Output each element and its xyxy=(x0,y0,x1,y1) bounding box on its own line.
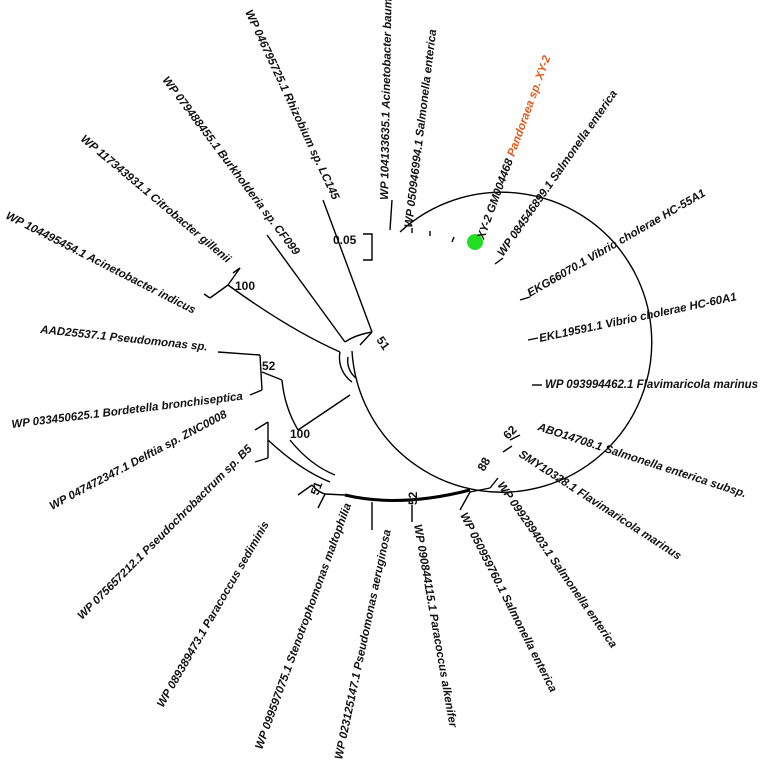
clade-bracket-52a xyxy=(259,354,263,391)
bootstrap-value: 52 xyxy=(262,359,276,373)
branch-51b-stem xyxy=(324,493,346,496)
leaf-label: WP 079488455.1 Burkholderia sp. CF099 xyxy=(160,75,302,258)
leaf-label: EKG66070.1 Vibrio cholerae HC-55A1 xyxy=(526,187,708,299)
bootstrap-value: 51 xyxy=(308,479,326,497)
tree-branches xyxy=(203,191,653,530)
inner-arc-left-3 xyxy=(289,439,336,476)
branch-del xyxy=(254,421,269,431)
thick-arc-segment xyxy=(344,488,471,502)
leaf-label: WP 104495454.1 Acinetobacter indicus xyxy=(4,210,198,317)
highlight-marker-dot xyxy=(467,234,483,250)
bootstrap-value: 62 xyxy=(500,423,520,443)
branch-cg xyxy=(227,267,241,286)
leaf-label: AAD25537.1 Pseudomonas sp. xyxy=(39,324,208,354)
inner-arc-top-2 xyxy=(346,356,357,379)
branch-bb xyxy=(249,389,263,396)
leaf-label: WP 104133635.1 Acinetobacter baumannii xyxy=(379,0,395,200)
branch-fm2 xyxy=(502,445,513,453)
leaf-label: WP 050946994.1 Salmonella enterica xyxy=(403,28,439,228)
branch-vc55 xyxy=(519,296,531,301)
leaf-label: EKL19591.1 Vibrio cholerae HC-60A1 xyxy=(538,291,738,345)
branch-se4 xyxy=(459,491,471,511)
leaf-label: WP 023125147.1 Pseudomonas aeruginosa xyxy=(333,528,394,761)
branch-pss xyxy=(217,351,261,356)
leaf-label: WP 099597075.1 Stenotrophomonas maltophi… xyxy=(254,501,355,751)
clade-bracket-100a xyxy=(203,267,241,299)
ring-tick xyxy=(451,236,455,243)
inner-arc-left-2 xyxy=(267,439,331,483)
leaf-label: WP 093994462.1 Flavimaricola marinus xyxy=(545,379,758,391)
inner-arc-top xyxy=(338,351,353,383)
branch-sm xyxy=(317,493,326,509)
branch-ses xyxy=(509,434,521,441)
main-ring-arc xyxy=(351,191,653,493)
clade-bracket-88 xyxy=(469,487,491,493)
leaf-label: WP 089389473.1 Paracoccus sediminis xyxy=(155,520,272,710)
leaf-label: WP 090844115.1 Paracoccus alkenifer xyxy=(411,523,459,728)
leaf-label: WP 084546899.1 Salmonella enterica xyxy=(496,88,621,259)
bootstrap-value: 100 xyxy=(290,427,310,441)
branch-bcf xyxy=(266,234,346,343)
leaf-label: XY-2 GM004468 Pandoraea sp. XY-2 xyxy=(475,54,553,242)
branch-se3 xyxy=(489,477,499,489)
leaf-label: WP 046795725.1 Rhizobium sp. LC145 xyxy=(242,8,341,202)
clade-bracket-51b xyxy=(311,484,326,495)
node-arc-51a xyxy=(344,331,373,343)
branch-to-100b xyxy=(297,394,351,431)
branch-ps1 xyxy=(297,484,313,496)
bootstrap-value: 100 xyxy=(235,279,255,293)
inner-arc-left xyxy=(281,379,299,431)
scale-bar xyxy=(363,233,373,261)
leaf-labels: WP 104133635.1 Acinetobacter baumannii W… xyxy=(4,0,758,761)
branch-pb5 xyxy=(254,457,269,463)
bootstrap-value: 88 xyxy=(474,455,493,474)
branch-ab xyxy=(389,199,393,231)
branch-vc60 xyxy=(527,337,539,341)
branch-node-51a xyxy=(359,331,373,346)
branch-ai xyxy=(209,284,229,299)
branch-se2 xyxy=(494,257,504,265)
highlighted-organism: Pandoraea sp. XY-2 xyxy=(506,54,554,159)
branch-rlc xyxy=(322,199,373,333)
bootstrap-value: 52 xyxy=(406,491,420,505)
branch-100a-to-ring xyxy=(227,284,341,353)
branch-52a-stem xyxy=(261,371,283,381)
bootstrap-value: 51 xyxy=(374,334,393,353)
scale-bar-label: 0.05 xyxy=(333,233,357,247)
leaf-label: WP 117343931.1 Citrobacter gillenii xyxy=(78,133,233,266)
